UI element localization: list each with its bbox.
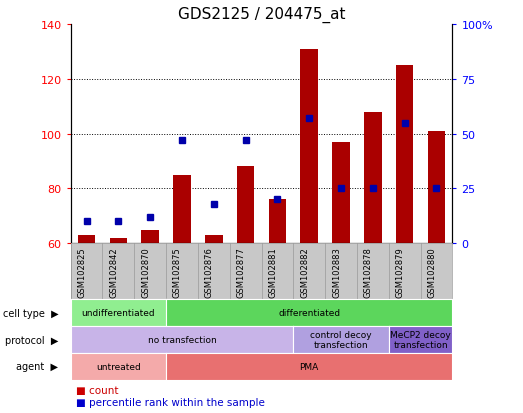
- Text: GSM102882: GSM102882: [300, 247, 309, 297]
- Text: GSM102877: GSM102877: [236, 247, 246, 297]
- Text: no transfection: no transfection: [147, 335, 217, 344]
- Bar: [205, 235, 222, 244]
- Text: agent  ▶: agent ▶: [16, 361, 58, 372]
- Text: GSM102842: GSM102842: [109, 247, 118, 297]
- Bar: [237, 167, 254, 244]
- Text: GSM102875: GSM102875: [173, 247, 182, 297]
- Text: cell type  ▶: cell type ▶: [3, 308, 58, 318]
- Text: PMA: PMA: [300, 362, 319, 371]
- Text: untreated: untreated: [96, 362, 141, 371]
- Text: GSM102878: GSM102878: [364, 247, 373, 297]
- Bar: [396, 66, 413, 244]
- Text: MeCP2 decoy
transfection: MeCP2 decoy transfection: [390, 330, 451, 349]
- Text: GSM102880: GSM102880: [427, 247, 437, 297]
- Bar: [332, 142, 350, 244]
- Text: ■ count: ■ count: [76, 385, 118, 395]
- Bar: [428, 131, 445, 244]
- Text: undifferentiated: undifferentiated: [82, 309, 155, 317]
- Bar: [173, 175, 191, 244]
- Text: protocol  ▶: protocol ▶: [5, 335, 58, 345]
- Text: GSM102876: GSM102876: [205, 247, 214, 297]
- Text: control decoy
transfection: control decoy transfection: [310, 330, 372, 349]
- Text: GSM102870: GSM102870: [141, 247, 150, 297]
- Bar: [301, 50, 318, 244]
- Bar: [364, 112, 382, 244]
- Text: ■ percentile rank within the sample: ■ percentile rank within the sample: [76, 397, 265, 407]
- Text: differentiated: differentiated: [278, 309, 340, 317]
- Text: GSM102879: GSM102879: [396, 247, 405, 297]
- Bar: [141, 230, 159, 244]
- Text: GSM102883: GSM102883: [332, 247, 341, 297]
- Text: GSM102881: GSM102881: [268, 247, 277, 297]
- Bar: [269, 200, 286, 244]
- Bar: [110, 238, 127, 244]
- Bar: [78, 235, 95, 244]
- Text: GSM102825: GSM102825: [77, 247, 86, 297]
- Title: GDS2125 / 204475_at: GDS2125 / 204475_at: [178, 7, 345, 24]
